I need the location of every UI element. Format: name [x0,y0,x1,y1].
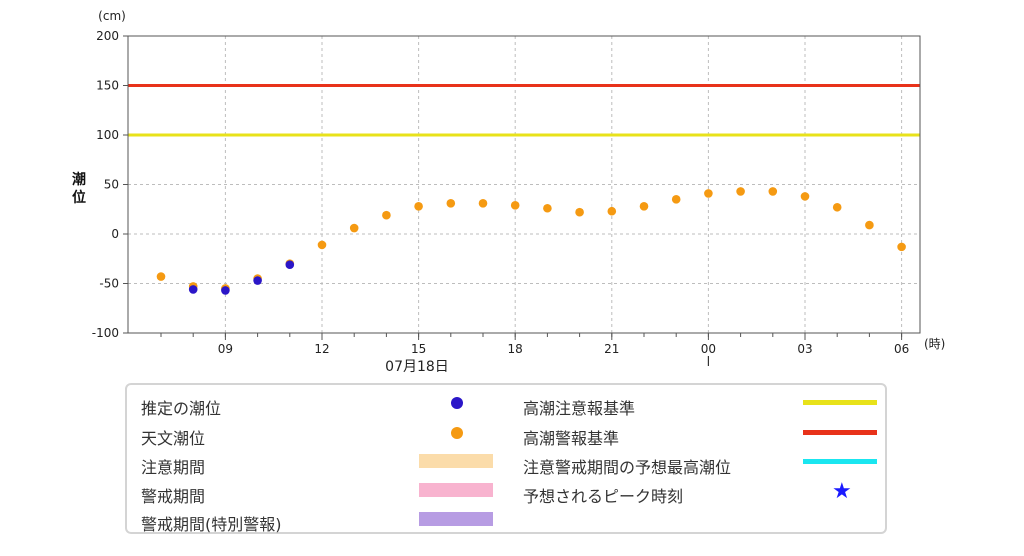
x-tick-label: 21 [604,342,619,356]
astronomical-tide-point [575,207,584,217]
legend-label: 推定の潮位 [141,399,222,418]
legend-label: 高潮警報基準 [523,429,620,448]
astronomical-tide-point [446,199,456,208]
x-tick-label: 00 [701,342,716,356]
x-tick-label: 03 [797,342,812,356]
estimated-tide-point [188,285,198,294]
y-tick-label: 100 [96,128,119,142]
legend-label: 天文潮位 [141,429,206,448]
x-unit-label: (時) [924,337,945,351]
legend-label: 注意期間 [141,458,206,477]
x-tick-label: 18 [508,342,523,356]
axes: -100 -50 0 50 100 150 200 09 12 15 18 21 00 03 06 [92,29,909,366]
x-tick-label: 06 [894,342,909,356]
astronomical-tide-point [382,210,391,220]
y-tick-label: 150 [96,79,119,93]
legend-label: 警戒期間(特別警報) [141,515,282,534]
caution-period-swatch [419,454,493,468]
star-icon: ★ [832,479,852,504]
estimated-tide-point [221,286,230,295]
estimated-tide-marker [451,397,463,409]
astronomical-tide-point [671,195,681,204]
y-tick-label: 0 [111,227,119,241]
estimated-tide-point [253,276,262,285]
astronomical-tide-point [317,240,327,250]
threshold-lines [128,84,920,137]
astronomical-tide-point [349,223,359,233]
astronomical-tide-point [865,220,874,230]
y-tick-label: -50 [99,277,119,291]
x-tick-label: 09 [218,342,233,356]
astronomical-tide-point [414,201,423,211]
astronomical-tide-point [704,189,713,198]
astronomical-tide-point [607,206,617,216]
y-tick-label: 200 [96,29,119,43]
forecast-peak-level-line [803,459,877,464]
x-tick-label: 12 [314,342,329,356]
estimated-tide-point [285,260,295,269]
legend-label: 高潮注意報基準 [523,399,636,418]
y-axis-title-char: 潮 [72,171,86,188]
astronomical-tide-point [768,187,778,196]
astronomical-tide-point [156,272,166,281]
astronomical-tide-point [800,192,810,201]
date-label: 07月18日 [385,359,449,375]
astronomical-tide-marker [451,427,463,439]
storm-surge-advisory-line [803,400,877,405]
legend-label: 警戒期間 [141,487,206,506]
y-axis-title-char: 位 [72,189,86,206]
y-axis-title: 潮位 [72,171,86,206]
astronomical-tide-point [543,203,552,213]
storm-surge-warning-line [803,430,877,435]
y-tick-label: 50 [104,178,119,192]
warning-period-special-swatch [419,512,493,526]
y-tick-label: -100 [92,326,119,340]
legend: 推定の潮位 天文潮位 注意期間 警戒期間 警戒期間(特別警報) 高潮注意報基準 … [125,383,887,534]
tide-chart: -100 -50 0 50 100 150 200 09 12 15 18 21 00 03 06 (cm)… [72,9,945,375]
astronomical-tide-point [639,201,649,211]
data-points [156,187,906,295]
x-tick-label: 15 [411,342,426,356]
astronomical-tide-point [897,242,906,252]
legend-label: 予想されるピーク時刻 [523,487,684,506]
legend-label: 注意警戒期間の予想最高潮位 [523,458,732,477]
astronomical-tide-point [832,202,842,212]
astronomical-tide-point [510,200,520,210]
grid [128,36,920,333]
astronomical-tide-point [736,187,745,196]
warning-period-swatch [419,483,493,497]
y-unit-label: (cm) [98,9,126,23]
astronomical-tide-point [478,199,488,208]
